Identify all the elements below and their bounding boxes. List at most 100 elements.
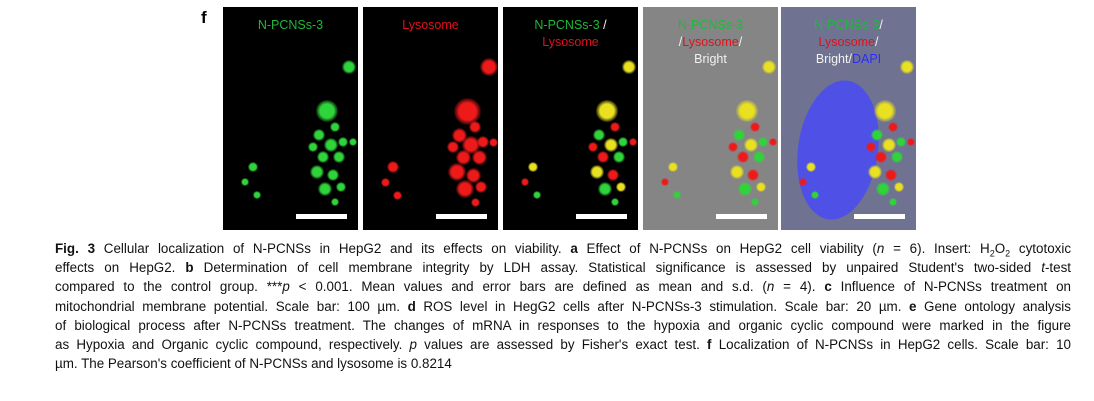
fluorescence-spot	[471, 149, 487, 165]
fluorescence-spot	[533, 191, 541, 199]
caption-text: n	[876, 241, 885, 256]
panel-label-segment: Lysosome	[402, 18, 459, 32]
fluorescence-spot	[621, 59, 637, 75]
fluorescence-spot	[309, 164, 325, 180]
fluorescence-spot	[488, 137, 498, 147]
caption-text: Fig. 3	[55, 241, 96, 256]
fluorescence-spot	[475, 181, 487, 193]
fluorescence-spot	[729, 164, 745, 180]
fluorescence-spot	[597, 151, 609, 163]
fluorescence-spot	[668, 162, 678, 172]
fluorescence-spot	[456, 180, 474, 198]
fluorescence-spot	[750, 122, 760, 132]
fluorescence-spot	[889, 198, 897, 206]
fluorescence-spot	[661, 178, 669, 186]
fluorescence-spot	[736, 100, 758, 122]
fluorescence-spot	[331, 198, 339, 206]
panel-label-segment: Lysosome	[818, 35, 876, 49]
fluorescence-spot	[867, 164, 883, 180]
fluorescence-spot	[888, 122, 898, 132]
fluorescence-spot	[728, 142, 738, 152]
panel-merge-bright: N-PCNSs-3 /Lysosome/ Bright	[643, 7, 778, 230]
fluorescence-spot	[469, 121, 481, 133]
panel-label-segment: N-PCNSs-3	[814, 18, 880, 32]
fluorescence-spot	[611, 198, 619, 206]
caption-text: effects on HepG2.	[55, 260, 186, 276]
fluorescence-spot	[349, 138, 357, 146]
fluorescence-spot	[733, 129, 745, 141]
panel-label-segment: Lysosome	[682, 35, 739, 49]
caption-text: c	[824, 279, 832, 295]
caption-line: effects on HepG2. b Determination of cel…	[55, 258, 1071, 277]
caption-text: values are assessed by Fisher's exact te…	[416, 337, 708, 353]
fluorescence-spot	[874, 100, 896, 122]
fluorescence-spot	[896, 137, 906, 147]
caption-text: a	[570, 241, 578, 256]
fluorescence-spot	[597, 181, 613, 197]
caption-text: -test	[1044, 260, 1071, 276]
fluorescence-spot	[308, 142, 318, 152]
caption-line: as Hypoxia and Organic cyclic compound, …	[55, 335, 1071, 354]
fluorescence-spot	[462, 136, 480, 154]
fluorescence-spot	[891, 151, 903, 163]
caption-text: p	[282, 279, 290, 295]
scale-bar	[436, 214, 487, 219]
scale-bar	[576, 214, 627, 219]
fluorescence-spot	[747, 169, 759, 181]
caption-line: compared to the control group. ***p < 0.…	[55, 277, 1071, 296]
fluorescence-spot	[596, 100, 618, 122]
scale-bar	[854, 214, 905, 219]
caption-text: Cellular localization of N-PCNSs in HepG…	[95, 241, 571, 256]
fluorescence-spot	[758, 137, 768, 147]
fluorescence-spot	[629, 138, 637, 146]
fluorescence-spot	[607, 169, 619, 181]
caption-text: mitochondrial membrane potential. Scale …	[55, 298, 408, 314]
fluorescence-spot	[455, 149, 471, 165]
fluorescence-spot	[737, 151, 749, 163]
fluorescence-spot	[673, 191, 681, 199]
panel-label-segment: /	[678, 35, 683, 49]
fluorescence-spot	[899, 59, 915, 75]
fluorescence-spot	[248, 162, 258, 172]
fluorescence-spot	[323, 137, 339, 153]
caption-text: = 6). Insert: H	[884, 241, 990, 256]
fluorescence-spot	[241, 178, 249, 186]
caption-text: p	[409, 337, 417, 353]
fluorescence-spot	[341, 59, 357, 75]
figure-caption: Fig. 3 Cellular localization of N-PCNSs …	[55, 239, 1071, 373]
panel-label: N-PCNSs-3 /Lysosome	[503, 17, 638, 51]
panel-label: N-PCNSs-3	[223, 17, 358, 34]
fluorescence-spot	[521, 178, 529, 186]
fluorescence-spot	[387, 161, 399, 173]
fluorescence-spot	[875, 151, 887, 163]
fluorescence-spot	[871, 129, 883, 141]
panel-label-segment: /	[875, 35, 879, 49]
caption-text: Gene ontology analysis	[916, 298, 1071, 314]
fluorescence-spot	[593, 129, 605, 141]
fluorescence-spot	[338, 137, 348, 147]
fluorescence-spot	[737, 181, 753, 197]
fluorescence-spot	[317, 151, 329, 163]
fluorescence-spot	[907, 138, 915, 146]
fluorescence-spot	[613, 151, 625, 163]
panel-label-segment: /	[738, 35, 743, 49]
caption-text: µm. The Pearson's coefficient of N-PCNSs…	[55, 356, 452, 372]
fluorescence-spot	[799, 178, 807, 186]
fluorescence-spot	[769, 138, 777, 146]
caption-line: Fig. 3 Cellular localization of N-PCNSs …	[55, 239, 1071, 258]
fluorescence-spot	[253, 191, 261, 199]
fluorescence-spot	[588, 142, 598, 152]
fluorescence-spot	[885, 169, 897, 181]
panel-merge-bright-dapi: N-PCNSs-3/Lysosome/Bright/DAPI	[781, 7, 916, 230]
caption-text: O	[994, 241, 1006, 256]
fluorescence-spot	[806, 162, 816, 172]
panel-label-segment: Bright	[694, 52, 727, 66]
caption-line: of biological process after N-PCNSs trea…	[55, 316, 1071, 335]
fluorescence-spot	[380, 177, 390, 187]
fluorescence-spot	[875, 181, 891, 197]
fluorescence-spot	[317, 181, 333, 197]
caption-text: f	[707, 337, 712, 353]
caption-text: t	[1041, 260, 1045, 276]
fluorescence-spot	[618, 137, 628, 147]
fluorescence-spot	[743, 137, 759, 153]
